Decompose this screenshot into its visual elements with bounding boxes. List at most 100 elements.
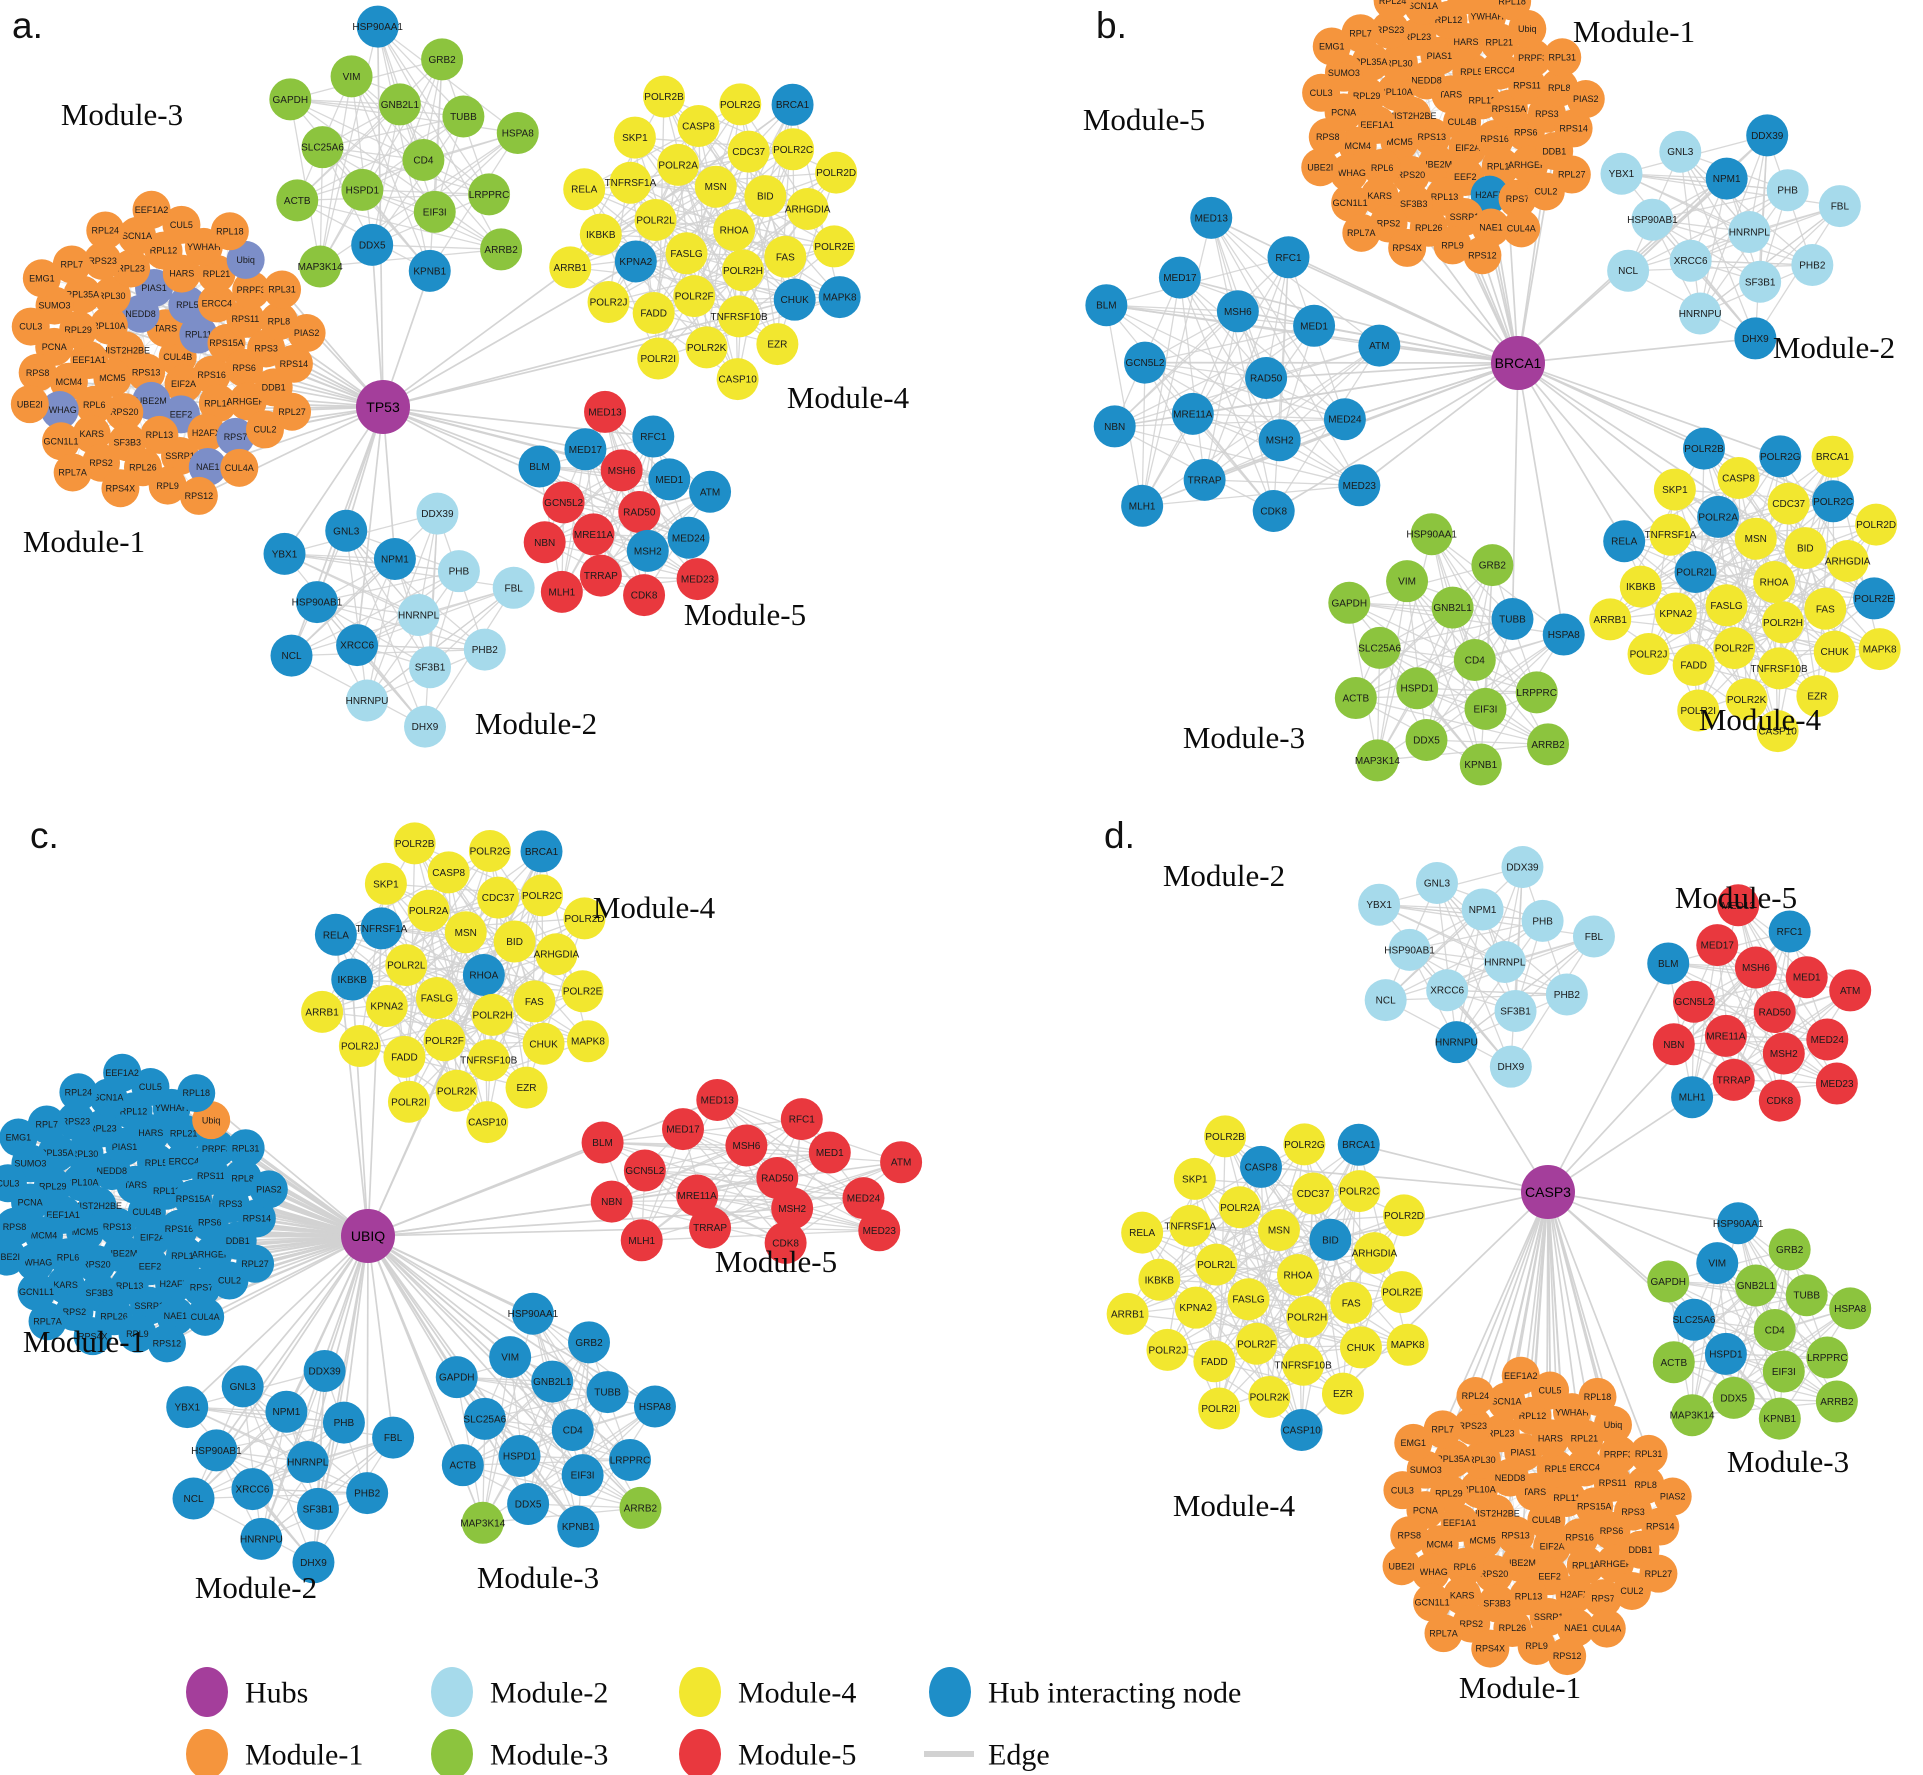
gene-node-POLR2G: POLR2G bbox=[1283, 1123, 1326, 1166]
gene-node-label: NCL bbox=[184, 1494, 204, 1505]
gene-node-circle bbox=[564, 428, 607, 471]
gene-node-RHOA: RHOA bbox=[1277, 1254, 1320, 1296]
gene-node-TRRAP: TRRAP bbox=[579, 554, 622, 597]
gene-node-label: GNB2L1 bbox=[1433, 603, 1472, 614]
gene-node-label: RPL31 bbox=[1548, 52, 1576, 62]
gene-node-label: HNRNPU bbox=[1679, 309, 1722, 320]
gene-node-NCL: NCL bbox=[270, 634, 313, 677]
gene-node-circle bbox=[1174, 1286, 1217, 1329]
gene-node-circle bbox=[608, 1438, 651, 1481]
edge bbox=[1759, 135, 1768, 282]
module-label: Module-5 bbox=[684, 597, 806, 632]
gene-node-circle bbox=[73, 1317, 112, 1356]
gene-node-label: BLM bbox=[592, 1138, 613, 1149]
gene-node-KPNA2: KPNA2 bbox=[1174, 1286, 1217, 1329]
gene-node-label: MED17 bbox=[1701, 941, 1735, 952]
edge bbox=[1204, 345, 1380, 481]
gene-node-HSP90AB1: HSP90AB1 bbox=[1627, 198, 1678, 241]
gene-node-circle bbox=[286, 1441, 329, 1483]
gene-node-label: ATM bbox=[1840, 986, 1860, 997]
gene-node-label: UBE2M bbox=[1421, 159, 1452, 169]
gene-node-circle bbox=[435, 1356, 478, 1399]
gene-node-label: RPL18 bbox=[216, 226, 244, 236]
gene-node-HSP90AB1: HSP90AB1 bbox=[292, 581, 343, 624]
gene-node-label: PRPF3 bbox=[1518, 53, 1547, 63]
gene-node-label: RELA bbox=[323, 930, 349, 941]
gene-node-label: POLR2L bbox=[1197, 1260, 1236, 1271]
gene-node-label: RPL12 bbox=[1519, 1411, 1547, 1421]
hub-edge bbox=[366, 1235, 369, 1494]
gene-node-POLR2K: POLR2K bbox=[1725, 678, 1768, 721]
gene-node-circle bbox=[56, 1102, 95, 1141]
gene-node-HNRNPU: HNRNPU bbox=[240, 1517, 283, 1560]
gene-node-circle bbox=[1806, 1018, 1849, 1061]
gene-node-SF3B1: SF3B1 bbox=[1494, 989, 1537, 1032]
legend-label: Module-5 bbox=[738, 1739, 856, 1772]
gene-node-label: ATM bbox=[891, 1158, 911, 1169]
gene-node-PRPF3: PRPF3 bbox=[232, 271, 271, 310]
gene-node-label: CASP10 bbox=[468, 1118, 507, 1129]
gene-node-circle bbox=[330, 55, 373, 98]
gene-node-circle bbox=[263, 270, 302, 309]
gene-node-circle bbox=[1671, 1394, 1714, 1437]
gene-node-POLR2K: POLR2K bbox=[1248, 1375, 1291, 1418]
gene-node-DDX39: DDX39 bbox=[1746, 114, 1789, 157]
gene-node-MED23: MED23 bbox=[858, 1209, 901, 1252]
gene-node-label: GCN5L2 bbox=[544, 498, 583, 509]
gene-node-label: POLR2D bbox=[816, 168, 856, 179]
gene-node-label: HSPD1 bbox=[503, 1452, 537, 1463]
edge bbox=[377, 26, 519, 134]
gene-node-circle bbox=[1459, 1470, 1498, 1509]
gene-node-label: ACTB bbox=[284, 196, 311, 207]
gene-node-label: ARHGDIA bbox=[1825, 556, 1871, 567]
edge bbox=[1247, 1298, 1303, 1431]
gene-node-label: RPL30 bbox=[98, 291, 126, 301]
gene-node-RPL5: RPL5 bbox=[168, 285, 207, 324]
gene-node-label: RPS15A bbox=[176, 1194, 211, 1204]
gene-node-DDX39: DDX39 bbox=[303, 1349, 346, 1392]
gene-node-label: HSPD1 bbox=[346, 185, 380, 196]
gene-node-label: NAE1 bbox=[1564, 1623, 1588, 1633]
gene-node-circle bbox=[764, 1221, 807, 1264]
gene-node-label: FASLG bbox=[1710, 601, 1742, 612]
gene-node-CDK8: CDK8 bbox=[623, 574, 666, 617]
gene-node-circle bbox=[643, 75, 686, 118]
gene-node-circle bbox=[1330, 1281, 1373, 1324]
hub-edge bbox=[382, 406, 540, 468]
gene-node-circle bbox=[1673, 1298, 1716, 1341]
edge bbox=[685, 253, 739, 380]
gene-node-label: PHB2 bbox=[1799, 260, 1826, 271]
gene-node-label: MSH2 bbox=[634, 546, 662, 557]
panel-letter-d: d. bbox=[1104, 815, 1135, 856]
gene-node-FASLG: FASLG bbox=[1705, 584, 1748, 627]
gene-node-circle bbox=[1734, 946, 1777, 989]
gene-node-H2AFX: H2AFX bbox=[187, 413, 226, 452]
gene-node-circle bbox=[773, 278, 816, 321]
gene-node-RELA: RELA bbox=[1121, 1211, 1164, 1254]
gene-node-circle bbox=[1283, 1123, 1326, 1166]
gene-node-POLR2J: POLR2J bbox=[587, 281, 630, 324]
gene-node-label: ERCC4 bbox=[1569, 1463, 1600, 1473]
gene-node-RPL9: RPL9 bbox=[118, 1314, 157, 1353]
gene-node-HNRNPL: HNRNPL bbox=[397, 594, 440, 636]
gene-node-label: RPL14 bbox=[1487, 162, 1515, 172]
gene-node-circle bbox=[632, 291, 675, 334]
gene-node-TUBB: TUBB bbox=[1785, 1274, 1828, 1317]
gene-node-label: RPS13 bbox=[103, 1222, 132, 1232]
gene-node-MED17: MED17 bbox=[662, 1108, 705, 1151]
gene-node-TUBB: TUBB bbox=[442, 95, 485, 138]
gene-node-RPS11: RPS11 bbox=[226, 299, 265, 338]
gene-node-label: CDC37 bbox=[482, 893, 515, 904]
gene-node-RPL30: RPL30 bbox=[1462, 1440, 1501, 1479]
gene-node-RHOA: RHOA bbox=[1753, 561, 1796, 603]
hub-edge bbox=[1517, 362, 1565, 635]
gene-node-FAS: FAS bbox=[1804, 587, 1847, 630]
gene-node-MED13: MED13 bbox=[1717, 884, 1760, 927]
gene-node-label: XRCC6 bbox=[1674, 256, 1708, 267]
gene-node-EZR: EZR bbox=[505, 1066, 548, 1109]
edge bbox=[1621, 173, 1788, 191]
gene-node-RPL18: RPL18 bbox=[1578, 1377, 1617, 1416]
gene-node-circle bbox=[42, 422, 81, 461]
gene-node-label: EIF2A bbox=[171, 379, 196, 389]
